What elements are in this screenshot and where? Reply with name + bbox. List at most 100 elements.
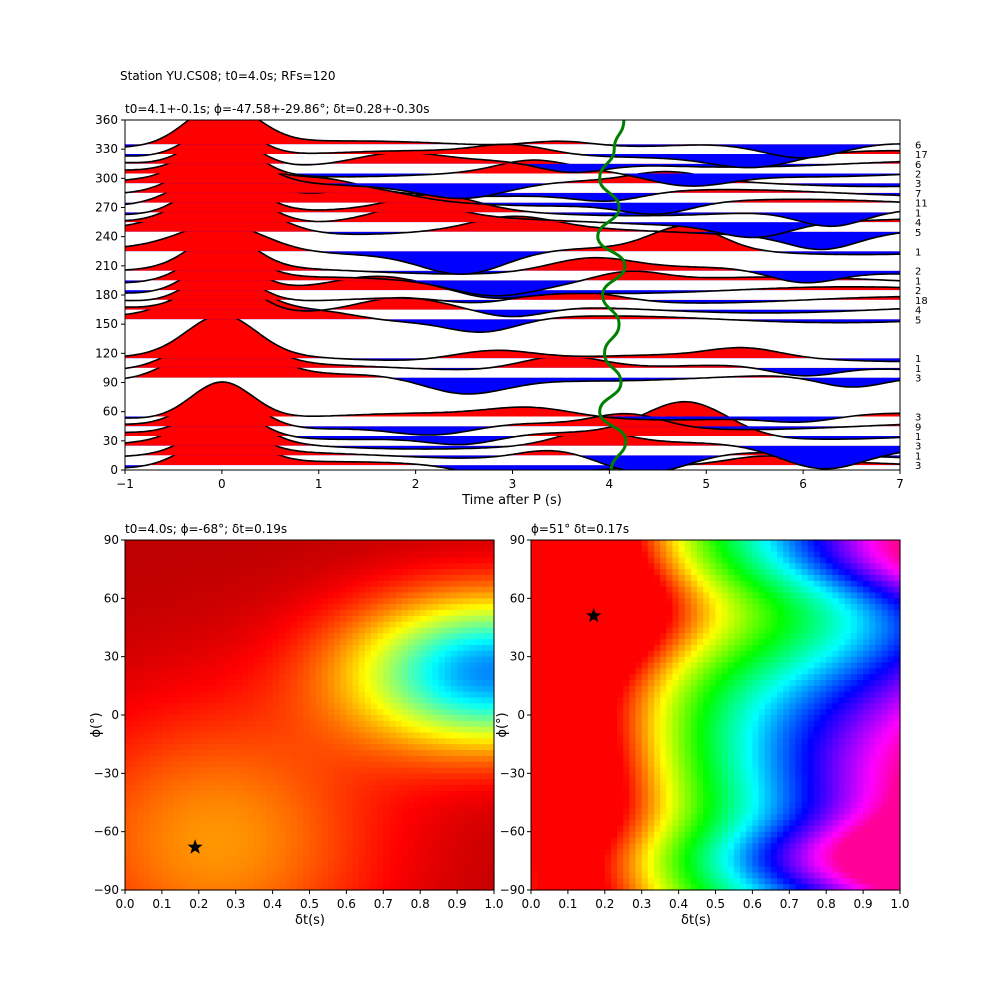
rf-count-label: 9 xyxy=(915,422,921,433)
rf-panel-title: t0=4.1+-0.1s; ϕ=-47.58+-29.86°; δt=0.28+… xyxy=(125,102,429,116)
rf-count-label: 3 xyxy=(915,442,921,453)
y-tick-label: 0 xyxy=(110,463,118,477)
x-tick-label: 0.2 xyxy=(595,897,614,911)
y-tick-label: 180 xyxy=(95,288,118,302)
rf-positive-fill xyxy=(125,275,900,310)
y-tick-label: 90 xyxy=(104,533,119,547)
x-tick-label: 0.4 xyxy=(263,897,282,911)
rf-count-label: 1 xyxy=(915,247,921,258)
rf-negative-fill xyxy=(125,231,900,250)
y-tick-label: 0 xyxy=(111,708,119,722)
rf-count-label: 2 xyxy=(915,267,921,278)
rf-trace-line xyxy=(125,314,900,363)
rf-negative-fill xyxy=(291,309,881,317)
rf-negative-fill xyxy=(125,377,900,394)
y-tick-label: 60 xyxy=(103,405,118,419)
rf-positive-fill xyxy=(135,423,850,456)
rf-negative-fill xyxy=(125,299,808,304)
rf-positive-fill xyxy=(136,166,900,203)
rf-count-label: 4 xyxy=(915,306,921,317)
left-map-title: t0=4.0s; ϕ=-68°; δt=0.19s xyxy=(125,522,287,536)
y-tick-label: 60 xyxy=(104,591,119,605)
rf-negative-fill xyxy=(349,270,900,283)
rf-positive-fill xyxy=(125,315,900,359)
left-map-x-label: δt(s) xyxy=(295,913,325,928)
right-map-y-ticks: −90 −60 −30 0 30 60 90 xyxy=(500,533,531,897)
y-tick-label: 330 xyxy=(95,142,118,156)
x-tick-label: 0.9 xyxy=(448,897,467,911)
x-tick-label: 0.7 xyxy=(780,897,799,911)
y-tick-label: 90 xyxy=(510,533,525,547)
rf-count-label: 5 xyxy=(915,228,921,239)
rf-trace xyxy=(125,381,900,423)
x-tick-label: 0.3 xyxy=(226,897,245,911)
rf-positive-fill xyxy=(150,381,900,417)
y-tick-label: 30 xyxy=(510,650,525,664)
rf-trace-line xyxy=(125,381,900,423)
rf-count-label: 6 xyxy=(915,140,921,151)
y-tick-label: −30 xyxy=(500,766,525,780)
rf-positive-fill xyxy=(143,120,900,145)
y-tick-label: 0 xyxy=(517,708,525,722)
x-tick-label: 0.4 xyxy=(669,897,688,911)
rf-count-label: 6 xyxy=(915,160,921,171)
x-tick-label: 3 xyxy=(509,477,517,491)
rf-negative-fill xyxy=(125,144,900,158)
x-tick-label: 0.2 xyxy=(189,897,208,911)
rf-negative-fill xyxy=(125,465,900,470)
rf-negative-fill xyxy=(291,173,900,187)
rf-trace xyxy=(125,120,900,159)
rf-count-label: 2 xyxy=(915,286,921,297)
x-tick-label: 0.5 xyxy=(300,897,319,911)
right-map-x-label: δt(s) xyxy=(681,913,711,928)
rf-positive-fill xyxy=(125,144,900,184)
x-tick-label: 0.6 xyxy=(337,897,356,911)
right-map-title: ϕ=51° δt=0.17s xyxy=(531,522,629,536)
rf-count-label: 11 xyxy=(915,199,928,210)
x-tick-label: 0.0 xyxy=(115,897,134,911)
best-fit-star xyxy=(586,607,602,623)
rf-count-label: 3 xyxy=(915,413,921,424)
rf-count-label: 1 xyxy=(915,364,921,375)
rf-count-label: 1 xyxy=(915,451,921,462)
rf-positive-fill xyxy=(125,133,900,164)
rf-count-label: 3 xyxy=(915,179,921,190)
rf-positive-fill xyxy=(155,258,900,291)
x-tick-label: 0.6 xyxy=(743,897,762,911)
x-tick-label: 0.0 xyxy=(521,897,540,911)
x-tick-label: 0.1 xyxy=(152,897,171,911)
y-tick-label: −60 xyxy=(500,825,525,839)
figure-suptitle: Station YU.CS08; t0=4.0s; RFs=120 xyxy=(120,69,336,83)
rf-negative-fill xyxy=(332,358,900,362)
x-tick-label: 0.8 xyxy=(817,897,836,911)
left-heatmap xyxy=(125,540,495,891)
x-tick-label: 0 xyxy=(218,477,226,491)
rf-traces xyxy=(125,120,900,470)
x-tick-label: 0.3 xyxy=(632,897,651,911)
x-tick-label: 5 xyxy=(702,477,710,491)
energy-map-left: t0=4.0s; ϕ=-68°; δt=0.19s 0.0 0.1 0.2 0.3 0.… xyxy=(89,522,504,928)
y-tick-label: 120 xyxy=(95,346,118,360)
rf-negative-fill xyxy=(125,280,900,296)
rf-count-label: 18 xyxy=(915,296,928,307)
x-tick-label: 0.5 xyxy=(706,897,725,911)
right-map-x-ticks: 0.0 0.1 0.2 0.3 0.4 0.5 0.6 0.7 0.8 0.9 1.0 xyxy=(521,890,910,911)
rf-count-label: 5 xyxy=(915,315,921,326)
rf-count-label: 3 xyxy=(915,374,921,385)
rf-x-axis-label: Time after P (s) xyxy=(461,493,562,508)
rf-trace xyxy=(125,314,900,363)
x-tick-label: 2 xyxy=(412,477,420,491)
rf-count-label: 2 xyxy=(915,169,921,180)
y-tick-label: 30 xyxy=(103,434,118,448)
left-map-x-ticks: 0.0 0.1 0.2 0.3 0.4 0.5 0.6 0.7 0.8 0.9 1.0 xyxy=(115,890,504,911)
rf-negative-fill xyxy=(291,435,900,445)
rf-positive-fill xyxy=(125,177,900,213)
x-tick-label: 0.1 xyxy=(558,897,577,911)
y-tick-label: 60 xyxy=(510,591,525,605)
energy-map-right: ϕ=51° δt=0.17s 0.0 0.1 0.2 0.3 0.4 0.5 0.6 0.7 0… xyxy=(495,522,910,928)
rf-count-label: 1 xyxy=(915,276,921,287)
x-tick-label: 0.7 xyxy=(374,897,393,911)
rf-negative-fill xyxy=(125,319,900,333)
